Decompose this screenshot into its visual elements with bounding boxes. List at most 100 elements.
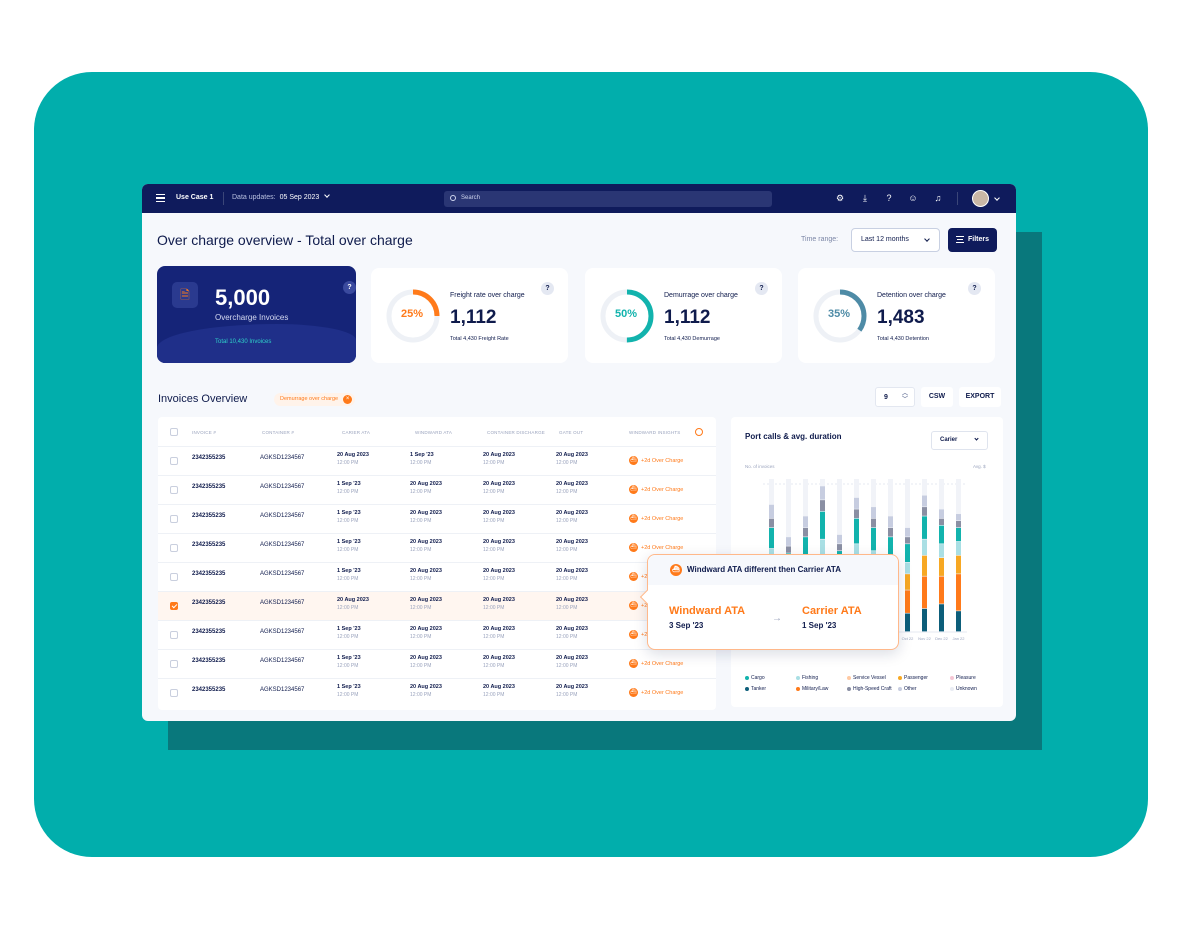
data-updates-selector[interactable]: Data updates: 05 Sep 2023 bbox=[232, 192, 331, 201]
row-checkbox[interactable] bbox=[170, 544, 178, 552]
help-icon[interactable]: ? bbox=[343, 281, 356, 294]
menu-icon[interactable] bbox=[156, 194, 165, 202]
legend-swatch bbox=[950, 675, 954, 680]
invoice-number[interactable]: 2342355235 bbox=[192, 629, 226, 635]
overcharge-insight[interactable]: ⛴+2d Over Charge bbox=[629, 659, 683, 668]
help-icon[interactable]: ? bbox=[968, 282, 981, 295]
column-header[interactable]: CONTAINER DISCHARGE bbox=[487, 430, 545, 435]
table-row[interactable]: 2342355235 AGKSD1234567 20 Aug 2023 12:00 P… bbox=[158, 446, 716, 475]
invoice-number[interactable]: 2342355235 bbox=[192, 600, 226, 606]
row-checkbox[interactable] bbox=[170, 602, 178, 610]
table-row[interactable]: 2342355235 AGKSD1234567 1 Sep '23 12:00 PM 2… bbox=[158, 562, 716, 591]
row-checkbox[interactable] bbox=[170, 660, 178, 668]
legend-label: Tanker bbox=[751, 686, 767, 692]
overcharge-insight[interactable]: ⛴+2d Over Charge bbox=[629, 688, 683, 697]
filters-button[interactable]: Filters bbox=[948, 228, 997, 252]
ship-icon: ⛴ bbox=[629, 688, 638, 697]
bell-icon[interactable]: ♫ bbox=[934, 193, 942, 203]
close-icon[interactable]: × bbox=[343, 395, 353, 404]
table-row[interactable]: 2342355235 AGKSD1234567 1 Sep '23 12:00 PM 2… bbox=[158, 475, 716, 504]
overcharge-insight[interactable]: ⛴+2d Over Charge bbox=[629, 543, 683, 552]
bar-segment bbox=[939, 576, 944, 604]
row-checkbox[interactable] bbox=[170, 689, 178, 697]
bar-segment bbox=[803, 516, 808, 528]
invoice-number[interactable]: 2342355235 bbox=[192, 455, 226, 461]
download-icon[interactable]: ⤓ bbox=[863, 193, 867, 203]
legend-label: Passenger bbox=[904, 675, 928, 681]
column-header[interactable]: WINDWARD ATA bbox=[415, 430, 453, 435]
export-button[interactable]: EXPORT bbox=[959, 387, 1001, 407]
windward-ata-time: 12:00 PM bbox=[410, 460, 432, 466]
csw-button[interactable]: CSW bbox=[921, 387, 953, 407]
column-header[interactable]: INVOICE # bbox=[192, 430, 217, 435]
row-checkbox[interactable] bbox=[170, 515, 178, 523]
carrier-dropdown[interactable]: Carier bbox=[931, 431, 988, 450]
bar-segment bbox=[854, 518, 859, 544]
use-case-label[interactable]: Use Case 1 bbox=[176, 194, 214, 201]
bar-segment bbox=[922, 555, 927, 576]
overcharge-insight[interactable]: ⛴+2d Over Charge bbox=[629, 514, 683, 523]
settings-icon[interactable]: ⚙ bbox=[835, 193, 845, 203]
legend-item[interactable]: Passenger bbox=[898, 675, 928, 681]
legend-item[interactable]: Unknown bbox=[950, 686, 977, 692]
column-header[interactable]: CONTAINER # bbox=[262, 430, 295, 435]
table-row[interactable]: 2342355235 AGKSD1234567 1 Sep '23 12:00 PM 2… bbox=[158, 649, 716, 678]
bar-segment bbox=[939, 518, 944, 526]
search-input[interactable]: Search bbox=[444, 191, 772, 207]
legend-item[interactable]: Other bbox=[898, 686, 917, 692]
legend-item[interactable]: Tanker bbox=[745, 686, 766, 692]
legend-item[interactable]: Pleasure bbox=[950, 675, 976, 681]
row-checkbox[interactable] bbox=[170, 631, 178, 639]
table-row[interactable]: 2342355235 AGKSD1234567 20 Aug 2023 12:00 P… bbox=[158, 591, 716, 620]
detention-card[interactable]: 35% Detention over charge 1,483 Total 4,… bbox=[798, 268, 995, 363]
time-range-select[interactable]: Last 12 months bbox=[851, 228, 940, 252]
invoice-number[interactable]: 2342355235 bbox=[192, 687, 226, 693]
legend-label: Fishing bbox=[802, 675, 819, 681]
time-range-value: Last 12 months bbox=[861, 236, 909, 243]
filter-chip[interactable]: Demurrage over charge × bbox=[274, 393, 356, 406]
table-row[interactable]: 2342355235 AGKSD1234567 1 Sep '23 12:00 PM 2… bbox=[158, 533, 716, 562]
help-icon[interactable]: ? bbox=[755, 282, 768, 295]
invoice-number[interactable]: 2342355235 bbox=[192, 658, 226, 664]
help-icon[interactable]: ? bbox=[541, 282, 554, 295]
legend-item[interactable]: High-Speed Craft bbox=[847, 686, 892, 692]
row-checkbox[interactable] bbox=[170, 457, 178, 465]
chevron-down-icon[interactable] bbox=[994, 195, 1000, 201]
table-row[interactable]: 2342355235 AGKSD1234567 1 Sep '23 12:00 PM 2… bbox=[158, 678, 716, 707]
smiley-icon[interactable]: ☺ bbox=[908, 193, 918, 203]
legend-item[interactable]: Service Vessel bbox=[847, 675, 886, 681]
row-checkbox[interactable] bbox=[170, 486, 178, 494]
stepper-arrows-icon[interactable]: ︿ ﹀ bbox=[901, 391, 908, 403]
table-row[interactable]: 2342355235 AGKSD1234567 1 Sep '23 12:00 PM 2… bbox=[158, 504, 716, 533]
legend-item[interactable]: Fishing bbox=[796, 675, 818, 681]
page-title: Over charge overview - Total over charge bbox=[157, 232, 413, 248]
bar-segment bbox=[854, 544, 859, 560]
freight-rate-total: Total 4,430 Freight Rate bbox=[450, 336, 509, 342]
container-number: AGKSD1234567 bbox=[260, 513, 305, 519]
avatar[interactable] bbox=[972, 190, 989, 207]
legend-item[interactable]: Cargo bbox=[745, 675, 765, 681]
legend-item[interactable]: Military/Law bbox=[796, 686, 828, 692]
freight-rate-card[interactable]: 25% Freight rate over charge 1,112 Total… bbox=[371, 268, 568, 363]
table-row[interactable]: 2342355235 AGKSD1234567 1 Sep '23 12:00 PM 2… bbox=[158, 620, 716, 649]
invoice-number[interactable]: 2342355235 bbox=[192, 484, 226, 490]
select-all-checkbox[interactable] bbox=[170, 428, 178, 436]
overcharge-insight[interactable]: ⛴+2d Over Charge bbox=[629, 485, 683, 494]
discharge-date: 20 Aug 2023 bbox=[483, 510, 515, 516]
invoice-number[interactable]: 2342355235 bbox=[192, 542, 226, 548]
help-icon[interactable]: ? bbox=[886, 193, 892, 203]
row-checkbox[interactable] bbox=[170, 573, 178, 581]
x-tick-label: Nov 22 bbox=[918, 636, 931, 641]
column-header[interactable]: WINDWARD INSIGHTS bbox=[629, 430, 681, 435]
invoice-number[interactable]: 2342355235 bbox=[192, 513, 226, 519]
gate-out-date: 20 Aug 2023 bbox=[556, 655, 588, 661]
column-header[interactable]: CARIER ATA bbox=[342, 430, 371, 435]
gear-icon[interactable] bbox=[695, 428, 703, 436]
donut-progress bbox=[386, 289, 440, 343]
overcharge-invoices-card[interactable]: 🗎 5,000 Overcharge Invoices Total 10,430… bbox=[157, 266, 356, 363]
column-header[interactable]: GATE OUT bbox=[559, 430, 584, 435]
invoice-number[interactable]: 2342355235 bbox=[192, 571, 226, 577]
overcharge-insight[interactable]: ⛴+2d Over Charge bbox=[629, 456, 683, 465]
page-size-stepper[interactable]: 9 ︿ ﹀ bbox=[875, 387, 915, 407]
demurrage-card[interactable]: 50% Demurrage over charge 1,112 Total 4,… bbox=[585, 268, 782, 363]
